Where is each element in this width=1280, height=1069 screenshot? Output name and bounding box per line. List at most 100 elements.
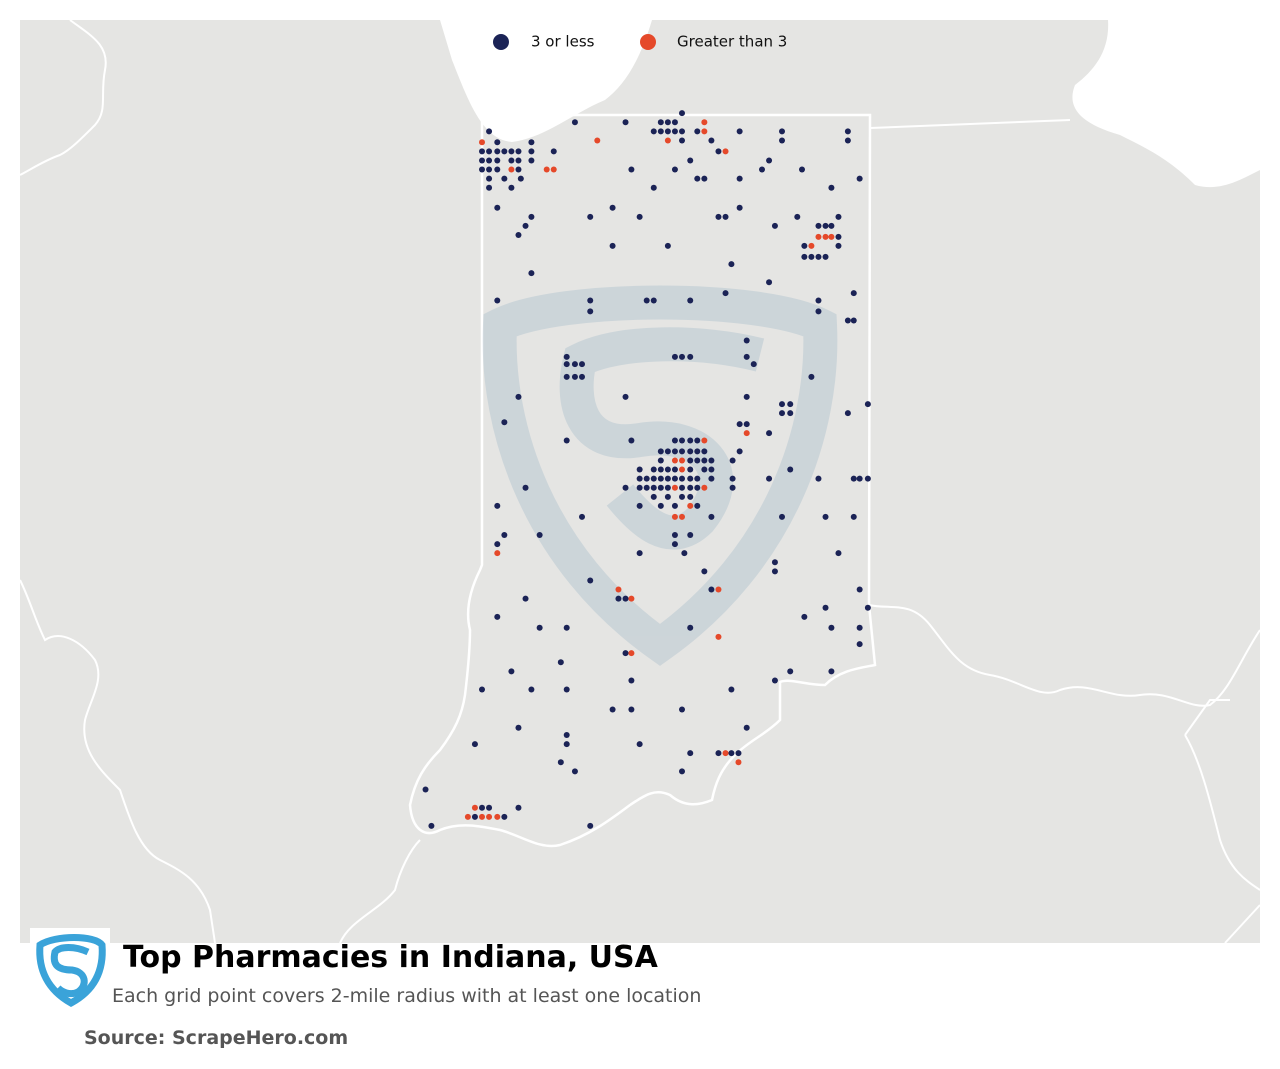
location-dot xyxy=(722,148,729,155)
location-dot xyxy=(715,213,722,220)
location-dot xyxy=(628,595,635,602)
location-dot xyxy=(563,686,570,693)
location-dot xyxy=(835,213,842,220)
location-dot xyxy=(671,466,678,473)
location-dot xyxy=(664,119,671,126)
location-dot xyxy=(515,724,522,731)
location-dot xyxy=(471,813,478,820)
location-dot xyxy=(850,290,857,297)
location-dot xyxy=(743,353,750,360)
location-dot xyxy=(822,233,829,240)
location-dot xyxy=(528,139,535,146)
location-dot xyxy=(856,475,863,482)
location-dot xyxy=(508,184,515,191)
location-dot xyxy=(715,633,722,640)
location-dot xyxy=(528,686,535,693)
location-dot xyxy=(835,233,842,240)
location-dot xyxy=(515,148,522,155)
location-dot xyxy=(486,184,493,191)
location-dot xyxy=(563,361,570,368)
location-dot xyxy=(571,119,578,126)
location-dot xyxy=(657,502,664,509)
location-dot xyxy=(687,484,694,491)
location-dot xyxy=(528,270,535,277)
location-dot xyxy=(828,233,835,240)
location-dot xyxy=(850,317,857,324)
location-dot xyxy=(657,457,664,464)
location-dot xyxy=(657,128,664,135)
location-dot xyxy=(701,466,708,473)
location-dot xyxy=(722,750,729,757)
location-dot xyxy=(671,475,678,482)
location-dot xyxy=(494,502,501,509)
location-dot xyxy=(628,166,635,173)
location-dot xyxy=(687,466,694,473)
location-dot xyxy=(557,659,564,666)
location-dot xyxy=(815,308,822,315)
location-dot xyxy=(650,484,657,491)
location-dot xyxy=(787,410,794,417)
location-dot xyxy=(522,595,529,602)
location-dot xyxy=(622,393,629,400)
location-dot xyxy=(835,550,842,557)
location-dot xyxy=(694,128,701,135)
location-dot xyxy=(657,484,664,491)
location-dot xyxy=(687,157,694,164)
location-dot xyxy=(779,137,785,144)
location-dot xyxy=(679,475,685,482)
location-dot xyxy=(694,437,701,444)
location-dot xyxy=(701,128,708,135)
location-dot xyxy=(815,222,822,229)
location-dot xyxy=(494,541,501,548)
location-dot xyxy=(771,677,778,684)
location-dot xyxy=(708,586,715,593)
location-dot xyxy=(679,466,685,473)
lake-erie xyxy=(1072,20,1260,188)
location-dot xyxy=(687,532,694,538)
location-dot xyxy=(557,759,564,766)
location-dot xyxy=(701,437,708,444)
location-dot xyxy=(736,448,743,455)
location-dot xyxy=(671,166,678,173)
location-dot xyxy=(615,586,622,593)
location-dot xyxy=(715,750,722,757)
location-dot xyxy=(759,166,765,173)
location-dot xyxy=(650,128,657,135)
location-dot xyxy=(628,677,635,684)
location-dot xyxy=(494,148,501,155)
location-dot xyxy=(729,475,736,482)
location-dot xyxy=(536,532,543,538)
lake-michigan xyxy=(440,20,652,142)
location-dot xyxy=(664,466,671,473)
location-dot xyxy=(464,813,471,820)
location-dot xyxy=(479,139,485,146)
location-dot xyxy=(664,475,671,482)
location-dot xyxy=(671,484,678,491)
location-dot xyxy=(743,421,750,428)
location-dot xyxy=(743,337,750,344)
source: Source: ScrapeHero.com xyxy=(84,1027,348,1049)
location-dot xyxy=(815,253,822,260)
location-dot xyxy=(636,213,643,220)
location-dot xyxy=(587,308,594,315)
location-dot xyxy=(671,353,678,360)
title: Top Pharmacies in Indiana, USA xyxy=(123,940,659,975)
location-dot xyxy=(636,502,643,509)
location-dot xyxy=(708,457,715,464)
location-dot xyxy=(615,595,622,602)
location-dot xyxy=(828,184,835,191)
location-dot xyxy=(563,353,570,360)
location-dot xyxy=(486,128,493,135)
location-dot xyxy=(508,148,515,155)
location-dot xyxy=(479,686,485,693)
location-dot xyxy=(844,128,851,135)
location-dot xyxy=(766,430,773,437)
location-dot xyxy=(736,128,743,135)
location-dot xyxy=(479,804,485,811)
location-dot xyxy=(736,421,743,428)
location-dot xyxy=(671,448,678,455)
location-dot xyxy=(671,457,678,464)
location-dot xyxy=(471,804,478,811)
location-dot xyxy=(850,475,857,482)
